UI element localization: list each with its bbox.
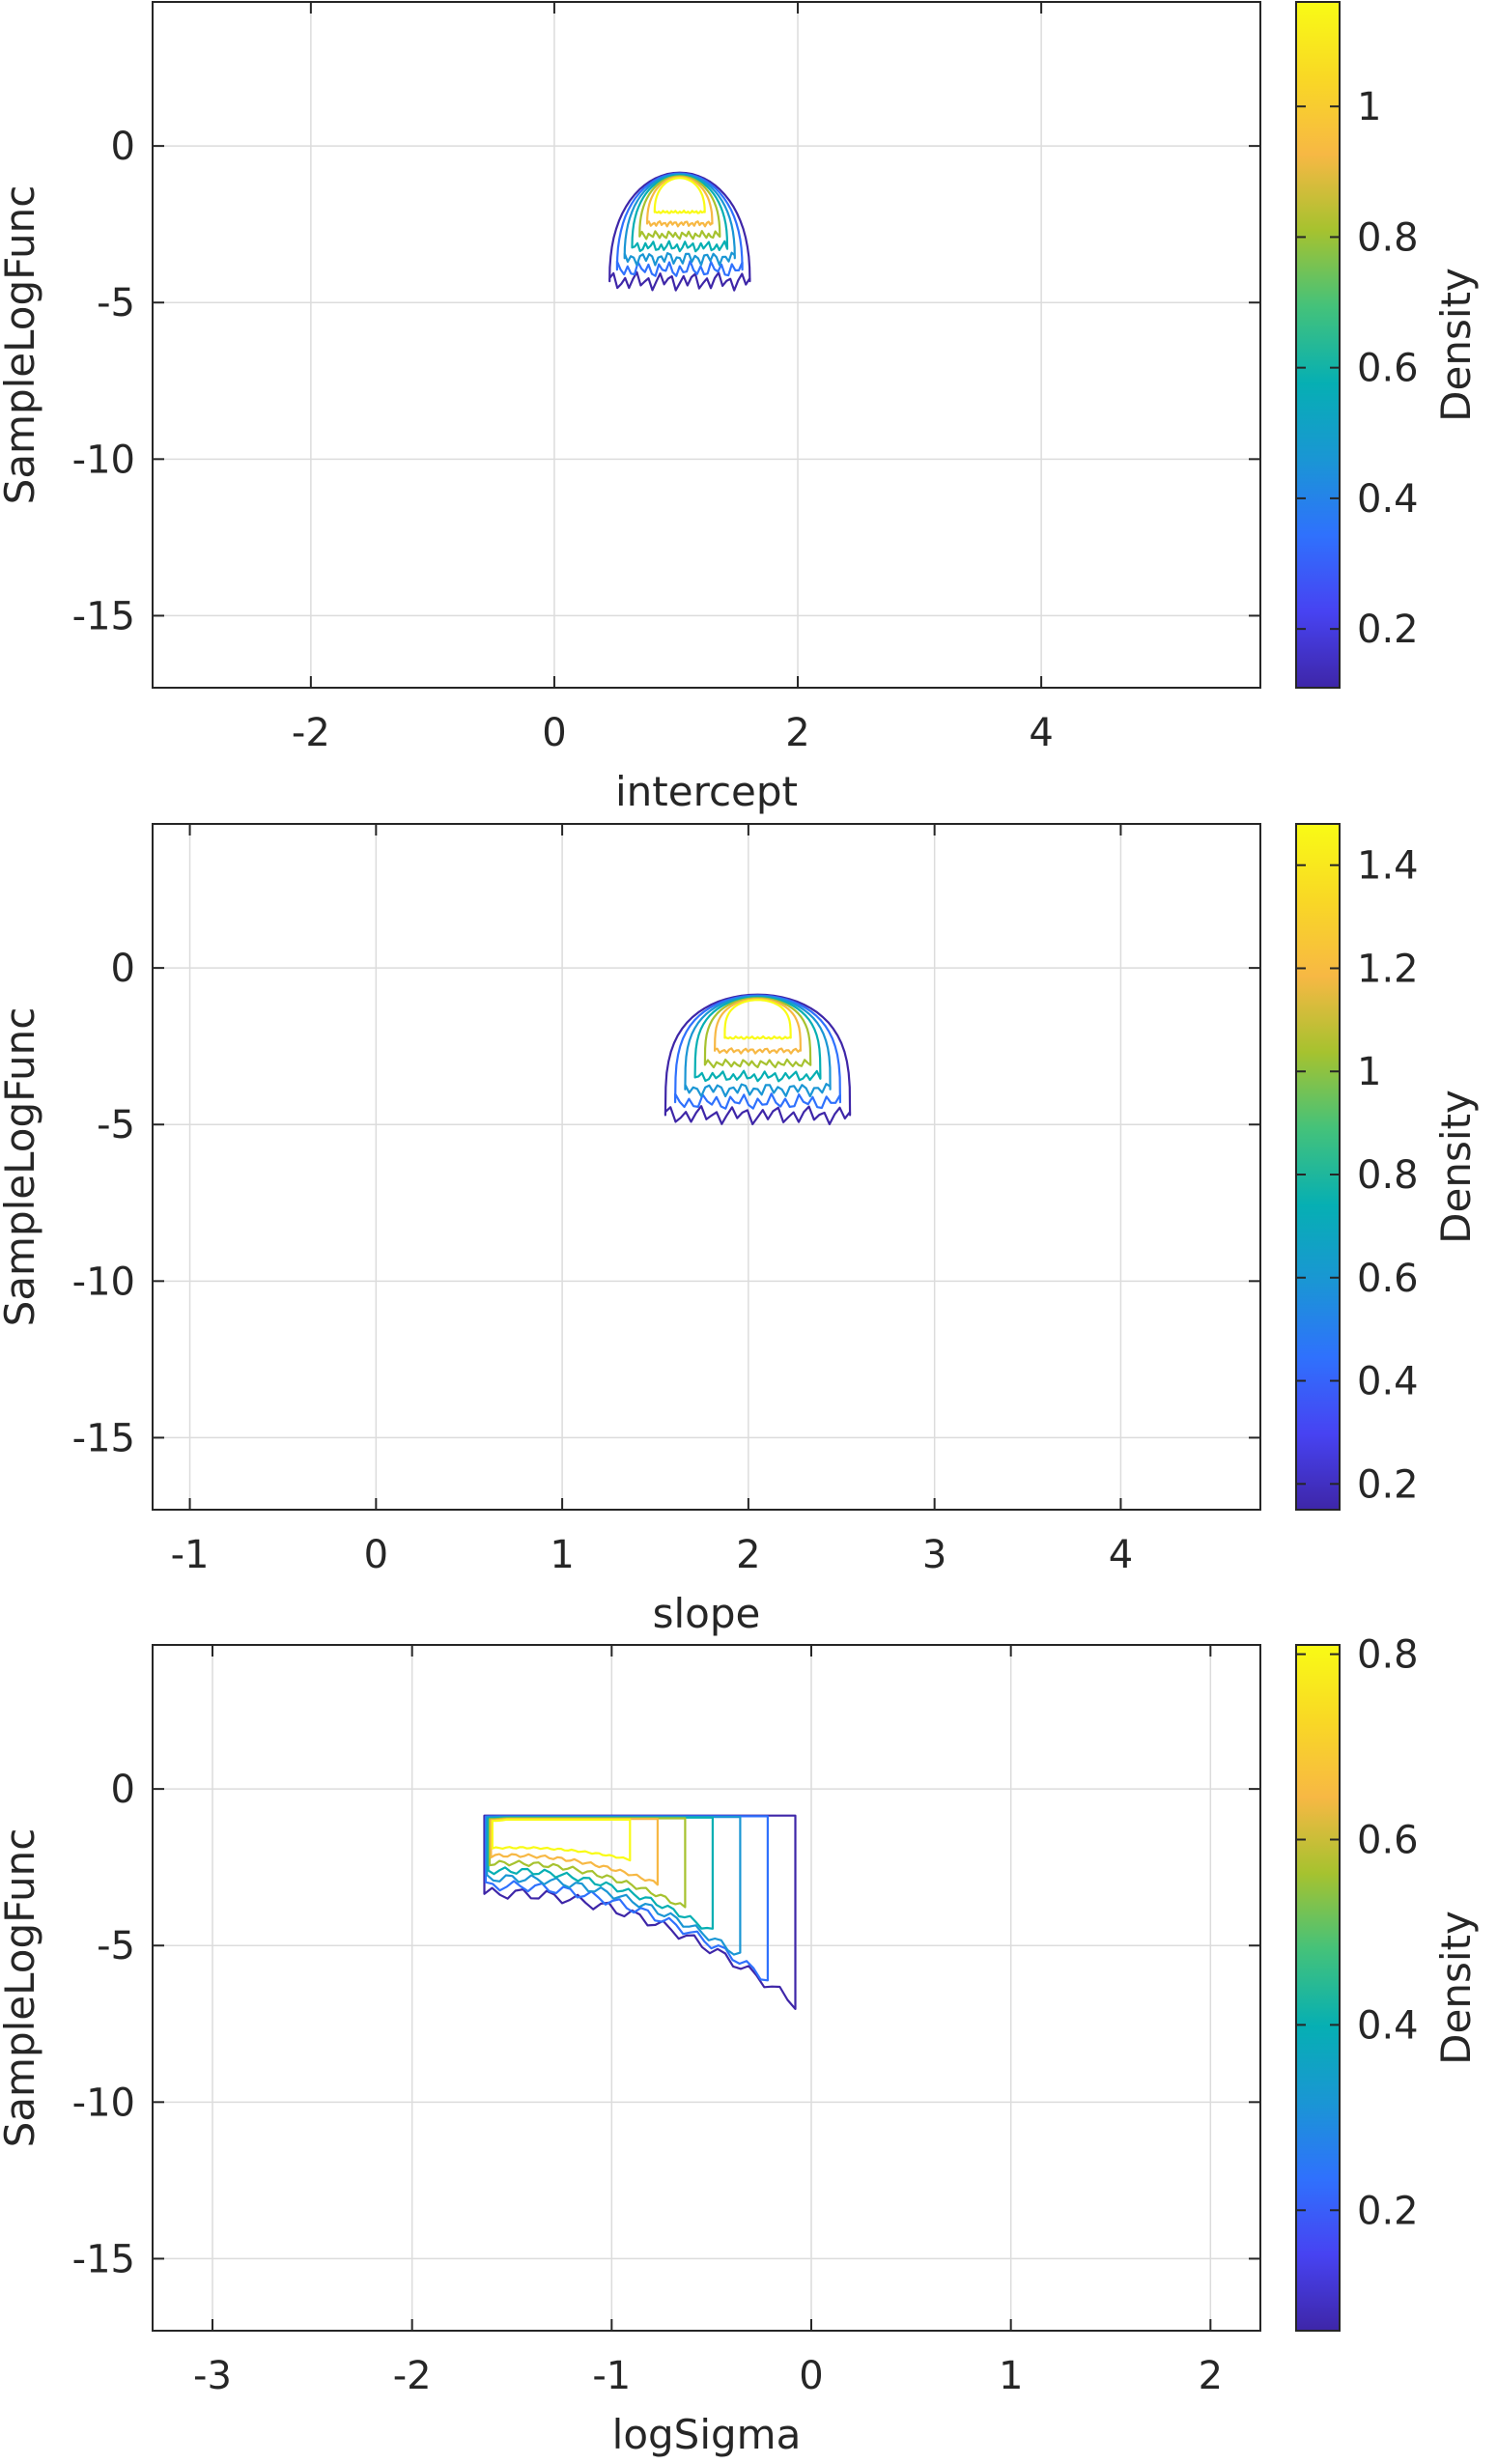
colorbar-tick-label: 0.6 [1357,347,1419,391]
x-tick-label: -3 [193,2354,232,2398]
x-tick-label: -2 [393,2354,432,2398]
colorbar [1296,1645,1340,2331]
x-tick-label: 0 [364,1533,388,1577]
x-tick-label: 2 [1199,2354,1223,2398]
y-tick-label: -5 [97,1924,135,1968]
x-axis-label: intercept [615,768,798,815]
colorbar-tick-label: 1.4 [1357,844,1419,889]
y-axis-label: SampleLogFunc [0,1007,43,1327]
colorbar-tick-label: 0.2 [1357,608,1419,652]
x-tick-label: -1 [171,1533,210,1577]
y-tick-label: -10 [72,2081,135,2125]
colorbar-label: Density [1432,1911,1480,2065]
colorbar-tick-label: 0.4 [1357,2003,1419,2048]
colorbar-tick-label: 1 [1357,1050,1381,1094]
y-axis-label: SampleLogFunc [0,185,43,505]
y-tick-label: -15 [72,594,135,638]
colorbar-tick-label: 0.2 [1357,1462,1419,1507]
x-tick-label: 0 [542,711,566,755]
y-tick-label: -10 [72,438,135,482]
x-tick-label: 4 [1109,1533,1133,1577]
x-tick-label: 1 [550,1533,574,1577]
y-tick-label: -5 [97,1103,135,1147]
plot-area [153,1645,1260,2331]
x-tick-label: 2 [736,1533,760,1577]
colorbar-tick-label: 1.2 [1357,947,1419,991]
y-tick-label: 0 [111,125,135,169]
y-tick-label: 0 [111,1768,135,1812]
colorbar-tick-label: 0.2 [1357,2189,1419,2233]
colorbar-tick-label: 0.6 [1357,1257,1419,1301]
plot-area [153,2,1260,688]
x-tick-label: 1 [999,2354,1023,2398]
colorbar-tick-label: 0.8 [1357,215,1419,260]
y-tick-label: 0 [111,947,135,991]
colorbar-tick-label: 0.8 [1357,1633,1419,1678]
x-axis-label: slope [653,1590,761,1637]
x-tick-label: 0 [799,2354,823,2398]
x-tick-label: 3 [922,1533,946,1577]
y-axis-label: SampleLogFunc [0,1828,43,2148]
x-tick-label: 2 [785,711,809,755]
colorbar [1296,2,1340,688]
colorbar-label: Density [1432,268,1480,422]
y-tick-label: -15 [72,1416,135,1460]
x-tick-label: -1 [592,2354,631,2398]
colorbar-tick-label: 0.8 [1357,1153,1419,1198]
colorbar [1296,824,1340,1510]
colorbar-tick-label: 1 [1357,85,1381,129]
x-tick-label: -2 [292,711,330,755]
x-axis-label: logSigma [612,2411,802,2458]
colorbar-label: Density [1432,1090,1480,1244]
y-tick-label: -5 [97,281,135,326]
colorbar-tick-label: 0.6 [1357,1818,1419,1862]
colorbar-tick-label: 0.4 [1357,1360,1419,1404]
y-tick-label: -15 [72,2237,135,2281]
y-tick-label: -10 [72,1260,135,1304]
x-tick-label: 4 [1029,711,1053,755]
plot-area [153,824,1260,1510]
colorbar-tick-label: 0.4 [1357,477,1419,522]
